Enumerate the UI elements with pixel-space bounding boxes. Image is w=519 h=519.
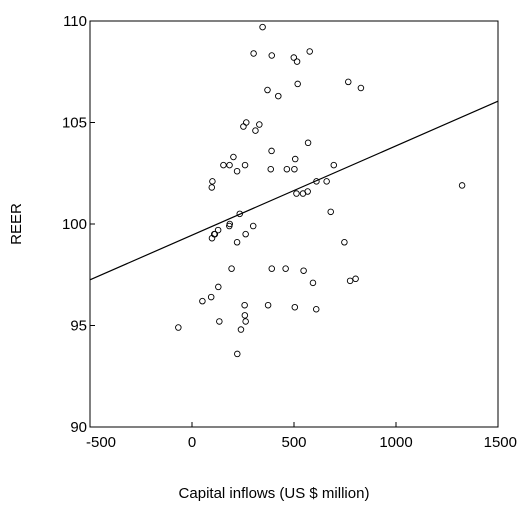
data-point bbox=[346, 277, 354, 285]
data-point bbox=[293, 190, 300, 197]
x-tick-label: 0 bbox=[188, 434, 196, 451]
data-point bbox=[209, 178, 216, 185]
data-point bbox=[214, 226, 222, 234]
scatter-points bbox=[175, 23, 466, 358]
y-tick-label: 95 bbox=[70, 318, 87, 335]
data-point bbox=[306, 48, 313, 55]
y-tick-label: 110 bbox=[63, 13, 87, 30]
data-point bbox=[241, 301, 248, 309]
data-point bbox=[234, 350, 241, 358]
data-point bbox=[242, 230, 249, 238]
x-tick-label: -500 bbox=[86, 434, 116, 451]
y-axis: 90 95 100 105 110 bbox=[62, 13, 95, 436]
data-point bbox=[268, 52, 276, 59]
data-point bbox=[323, 178, 330, 185]
data-point bbox=[327, 208, 334, 216]
data-point bbox=[345, 78, 352, 86]
y-tick-label: 100 bbox=[62, 216, 87, 233]
data-point bbox=[215, 283, 222, 291]
x-axis: -500 0 500 1000 1500 bbox=[86, 422, 517, 451]
data-point bbox=[291, 155, 299, 163]
data-point bbox=[267, 165, 274, 173]
data-point bbox=[256, 121, 263, 128]
data-point bbox=[237, 326, 245, 333]
x-axis-title: Capital inflows (US $ million) bbox=[179, 485, 370, 502]
data-point bbox=[294, 80, 301, 88]
data-point bbox=[304, 139, 312, 147]
data-point bbox=[458, 182, 466, 189]
data-point bbox=[264, 301, 272, 309]
data-point bbox=[208, 184, 216, 191]
y-tick-label: 105 bbox=[62, 115, 87, 132]
data-point bbox=[233, 239, 241, 246]
data-point bbox=[330, 161, 338, 169]
x-tick-label: 1000 bbox=[379, 434, 412, 451]
data-point bbox=[252, 127, 259, 134]
data-point bbox=[228, 265, 235, 272]
data-point bbox=[243, 119, 250, 126]
data-point bbox=[242, 318, 249, 325]
data-point bbox=[268, 265, 276, 272]
y-tick-label: 90 bbox=[70, 419, 87, 436]
plot-area-frame bbox=[89, 20, 499, 428]
data-point bbox=[241, 161, 249, 169]
data-point bbox=[226, 161, 233, 169]
data-point bbox=[291, 303, 299, 311]
data-point bbox=[207, 293, 215, 301]
data-point bbox=[304, 188, 311, 195]
data-point bbox=[199, 297, 206, 305]
data-point bbox=[230, 153, 237, 161]
data-point bbox=[293, 58, 301, 65]
data-point bbox=[250, 50, 257, 57]
data-point bbox=[240, 123, 247, 130]
data-point bbox=[264, 86, 271, 94]
data-point bbox=[236, 210, 243, 218]
data-point bbox=[208, 234, 216, 242]
y-axis-title: REER bbox=[8, 203, 25, 245]
data-point bbox=[291, 165, 298, 173]
data-point bbox=[290, 54, 298, 61]
data-point bbox=[226, 220, 233, 228]
data-point bbox=[259, 23, 266, 31]
data-point bbox=[357, 84, 365, 92]
regression-line bbox=[89, 100, 499, 281]
data-point bbox=[300, 267, 307, 274]
data-point bbox=[312, 306, 320, 313]
data-point bbox=[220, 161, 227, 169]
data-point bbox=[268, 147, 275, 155]
data-point bbox=[313, 178, 320, 185]
data-point bbox=[282, 265, 289, 272]
data-point bbox=[275, 92, 282, 100]
data-point bbox=[233, 167, 241, 175]
data-point bbox=[352, 275, 359, 283]
data-point bbox=[309, 279, 317, 287]
x-tick-label: 500 bbox=[281, 434, 306, 451]
data-point bbox=[216, 318, 223, 325]
data-point bbox=[341, 239, 348, 246]
data-point bbox=[249, 222, 257, 230]
data-point bbox=[283, 165, 291, 173]
x-tick-label: 1500 bbox=[484, 434, 517, 451]
data-point bbox=[241, 312, 249, 319]
data-point bbox=[175, 324, 182, 331]
